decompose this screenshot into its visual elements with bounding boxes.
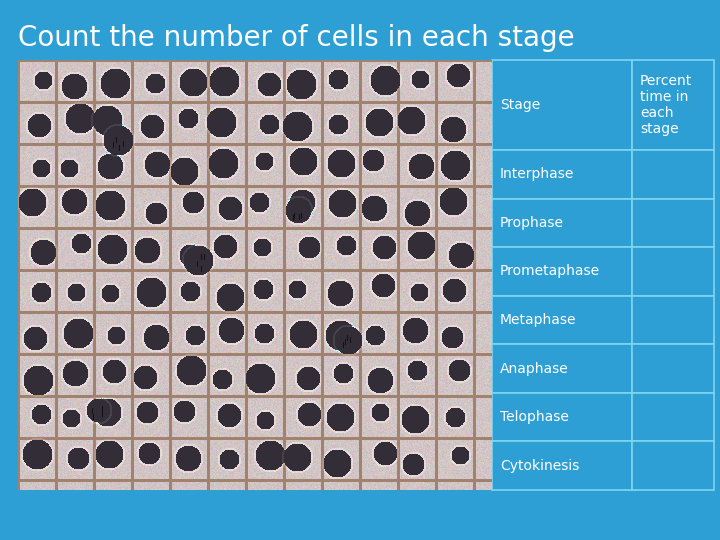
Bar [632, 441, 714, 490]
Text: Interphase: Interphase [500, 167, 575, 181]
Text: Telophase: Telophase [500, 410, 569, 424]
Bar [632, 199, 714, 247]
Bar [492, 441, 632, 490]
Bar [632, 393, 714, 441]
Text: Prophase: Prophase [500, 216, 564, 230]
Text: Percent
time in
each
stage: Percent time in each stage [640, 73, 692, 136]
Bar [492, 345, 632, 393]
Text: Count the number of cells in each stage: Count the number of cells in each stage [18, 24, 575, 52]
Bar [632, 345, 714, 393]
Text: Cytokinesis: Cytokinesis [500, 458, 580, 472]
Bar [492, 60, 632, 150]
Text: Prometaphase: Prometaphase [500, 265, 600, 279]
Bar [632, 60, 714, 150]
Bar [492, 393, 632, 441]
Bar [492, 150, 632, 199]
Text: Stage: Stage [500, 98, 540, 112]
Text: Metaphase: Metaphase [500, 313, 577, 327]
Bar [632, 150, 714, 199]
Bar [632, 296, 714, 345]
Bar [492, 199, 632, 247]
Bar [492, 296, 632, 345]
Bar [632, 247, 714, 296]
Bar [492, 247, 632, 296]
Text: Anaphase: Anaphase [500, 362, 569, 376]
